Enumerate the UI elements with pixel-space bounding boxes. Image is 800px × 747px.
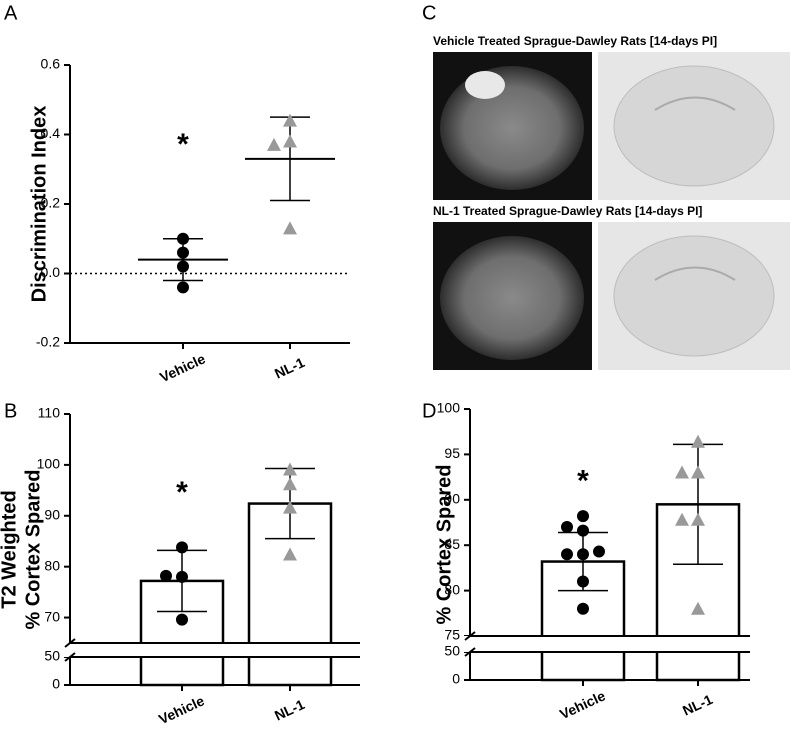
data-point bbox=[283, 462, 297, 476]
y-tick-label: 100 bbox=[437, 400, 461, 416]
x-tick-label: Vehicle bbox=[156, 692, 207, 727]
data-point bbox=[691, 465, 705, 479]
y-tick-label: 0.6 bbox=[41, 56, 61, 72]
data-point bbox=[577, 524, 589, 537]
data-point bbox=[691, 601, 705, 615]
data-point bbox=[283, 477, 297, 491]
y-tick-label: 95 bbox=[444, 445, 460, 461]
data-point bbox=[561, 548, 573, 561]
y-tick-label: 90 bbox=[444, 491, 460, 507]
data-point bbox=[283, 547, 297, 561]
data-point bbox=[267, 137, 281, 151]
y-axis-label: Discrimination Index bbox=[28, 106, 50, 303]
y-tick-label: 100 bbox=[37, 456, 61, 472]
y-tick-label: 0 bbox=[52, 676, 60, 692]
data-point bbox=[177, 246, 189, 259]
mri-image bbox=[433, 52, 592, 370]
axis-break-mark bbox=[464, 631, 476, 641]
significance-marker: * bbox=[177, 128, 189, 161]
x-tick-label: NL-1 bbox=[272, 354, 307, 382]
panel-letter: C bbox=[422, 2, 436, 24]
axis-break-mark bbox=[64, 638, 76, 648]
data-point bbox=[283, 500, 297, 514]
y-axis-label: % Cortex Spared bbox=[22, 469, 44, 629]
data-point bbox=[176, 613, 188, 626]
y-tick-label: 80 bbox=[444, 581, 460, 597]
data-point bbox=[283, 134, 297, 148]
data-point bbox=[675, 512, 689, 526]
data-point bbox=[283, 221, 297, 235]
data-point bbox=[176, 570, 188, 583]
data-point bbox=[577, 548, 589, 561]
axis-break-mark bbox=[64, 652, 76, 662]
data-point bbox=[177, 260, 189, 273]
data-point bbox=[160, 569, 172, 582]
axis-break-mark bbox=[464, 647, 476, 657]
data-point bbox=[675, 465, 689, 479]
y-tick-label: 110 bbox=[38, 405, 61, 421]
data-point bbox=[177, 281, 189, 294]
data-point bbox=[577, 575, 589, 588]
data-point bbox=[577, 602, 589, 615]
panel-letter: B bbox=[4, 400, 17, 422]
panel-letter: D bbox=[422, 400, 436, 422]
data-point bbox=[283, 113, 297, 127]
histology-image bbox=[598, 52, 790, 370]
y-axis-label: % Cortex Spared bbox=[433, 464, 455, 624]
significance-marker: * bbox=[176, 476, 188, 509]
axis-break-gap bbox=[460, 636, 752, 652]
x-tick-label: NL-1 bbox=[680, 691, 715, 719]
x-tick-label: NL-1 bbox=[272, 696, 307, 724]
y-tick-label: 90 bbox=[44, 506, 60, 522]
significance-marker: * bbox=[577, 464, 589, 497]
y-tick-label: 0 bbox=[452, 671, 460, 687]
panel-letter: A bbox=[4, 2, 18, 24]
data-point bbox=[177, 232, 189, 245]
y-tick-label: 0.2 bbox=[41, 195, 61, 211]
y-tick-label: 85 bbox=[444, 536, 460, 552]
y-tick-label: 80 bbox=[44, 557, 60, 573]
y-tick-label: 0.0 bbox=[41, 264, 61, 280]
y-tick-label: 50 bbox=[44, 648, 60, 664]
data-point bbox=[577, 510, 589, 523]
image-row-title: NL-1 Treated Sprague-Dawley Rats [14-day… bbox=[433, 204, 702, 218]
x-tick-label: Vehicle bbox=[157, 350, 208, 385]
data-point bbox=[691, 434, 705, 448]
y-tick-label: 70 bbox=[44, 608, 60, 624]
image-row-title: Vehicle Treated Sprague-Dawley Rats [14-… bbox=[433, 34, 717, 48]
y-tick-label: -0.2 bbox=[36, 334, 60, 350]
data-point bbox=[176, 541, 188, 554]
data-point bbox=[561, 521, 573, 534]
data-point bbox=[691, 512, 705, 526]
data-point bbox=[593, 545, 605, 558]
y-tick-label: 75 bbox=[444, 627, 460, 643]
y-tick-label: 0.4 bbox=[41, 125, 61, 141]
x-tick-label: Vehicle bbox=[557, 687, 608, 722]
y-tick-label: 50 bbox=[444, 643, 460, 659]
axis-break-gap bbox=[60, 643, 362, 657]
y-axis-label: T2 Weighted bbox=[0, 490, 20, 609]
